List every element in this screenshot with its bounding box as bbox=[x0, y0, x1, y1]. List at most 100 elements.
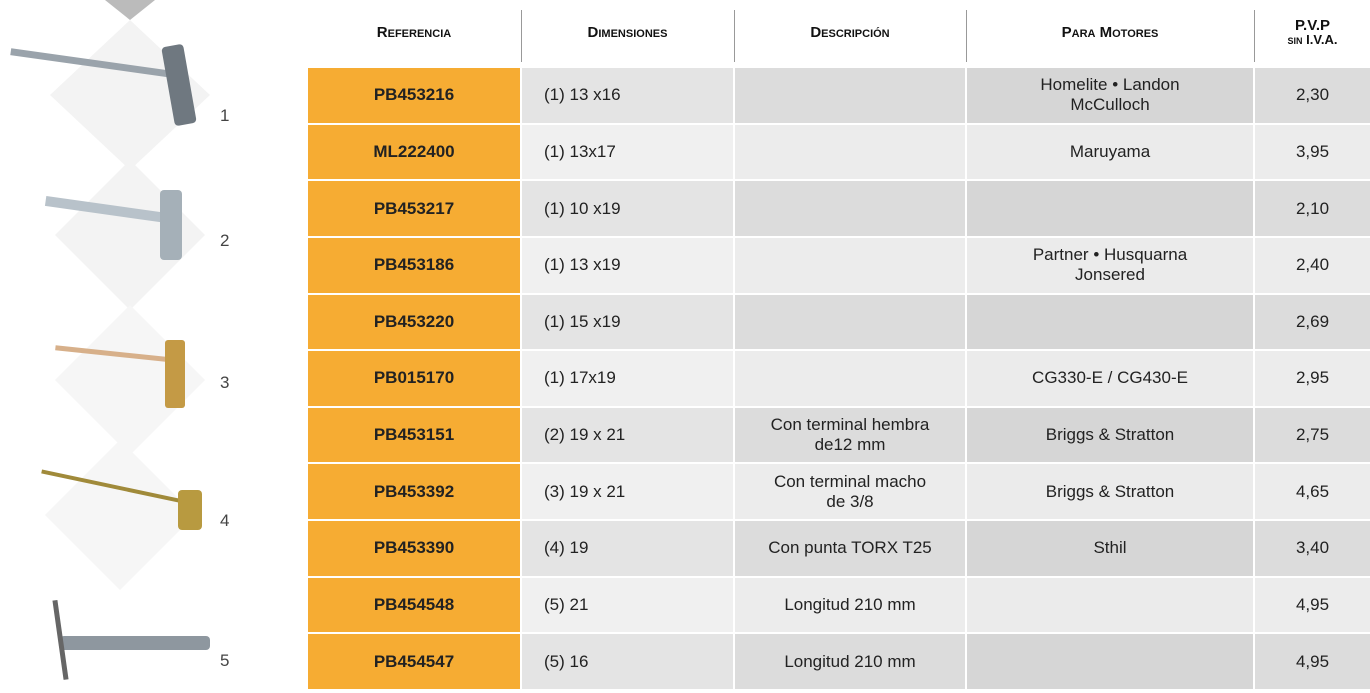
table-cell: 2,75 bbox=[1255, 407, 1370, 463]
price-text: 2,40 bbox=[1295, 255, 1330, 275]
table-cell: Briggs & Stratton bbox=[967, 464, 1253, 520]
price-text: 2,69 bbox=[1295, 311, 1330, 331]
column-separator bbox=[1254, 10, 1255, 62]
ref-text: PB454548 bbox=[373, 595, 455, 615]
table-cell bbox=[967, 634, 1253, 689]
desc-text: Longitud 210 mm bbox=[784, 651, 916, 671]
table-cell bbox=[967, 294, 1253, 350]
table-cell: (3) 19 x 21 bbox=[522, 464, 733, 520]
ref-text: PB453186 bbox=[373, 255, 455, 275]
table-cell: Con punta TORX T25 bbox=[735, 521, 965, 576]
tool-number-text: 3 bbox=[220, 373, 230, 392]
tool-number: 4 bbox=[220, 511, 229, 531]
column-separator bbox=[966, 10, 967, 62]
ref-text: PB453217 bbox=[373, 198, 455, 218]
tool-number: 2 bbox=[220, 231, 229, 251]
tool-number-text: 4 bbox=[220, 511, 230, 530]
table-cell: PB453216 bbox=[308, 68, 520, 123]
price-text: 2,10 bbox=[1295, 198, 1330, 218]
tool-number-text: 5 bbox=[220, 651, 230, 670]
table-cell: PB453390 bbox=[308, 521, 520, 576]
table-cell: Con terminal hembra de12 mm bbox=[735, 407, 965, 463]
header-text: Para Motores bbox=[1061, 24, 1159, 41]
ref-text: PB453390 bbox=[373, 538, 455, 558]
tool-3 bbox=[55, 305, 205, 455]
table-cell: Longitud 210 mm bbox=[735, 577, 965, 633]
table-cell: (1) 13x17 bbox=[522, 124, 733, 180]
dims-text: (1) 10 x19 bbox=[544, 198, 621, 218]
table-cell: (5) 16 bbox=[522, 634, 733, 689]
table-cell: (5) 21 bbox=[522, 577, 733, 633]
table-cell: Longitud 210 mm bbox=[735, 634, 965, 689]
price-text: 2,75 bbox=[1295, 425, 1330, 445]
table-cell: PB454548 bbox=[308, 577, 520, 633]
table-cell: 2,30 bbox=[1255, 68, 1370, 123]
tool-number-text: 2 bbox=[220, 231, 230, 250]
desc-text: de 3/8 bbox=[826, 491, 874, 511]
column-header: Referencia bbox=[308, 0, 520, 66]
ref-text: PB453392 bbox=[373, 481, 455, 501]
dims-text: (1) 17x19 bbox=[544, 368, 616, 388]
ref-text: PB453216 bbox=[373, 85, 455, 105]
table-cell: Partner • Husquarna Jonsered bbox=[967, 237, 1253, 293]
price-text: 4,95 bbox=[1295, 651, 1330, 671]
motors-text: Jonsered bbox=[1075, 265, 1145, 285]
price-text: 3,95 bbox=[1295, 141, 1330, 161]
price-text: 2,95 bbox=[1295, 368, 1330, 388]
table-cell: Sthil bbox=[967, 521, 1253, 576]
dims-text: (1) 13 x19 bbox=[544, 255, 621, 275]
table-cell: (2) 19 x 21 bbox=[522, 407, 733, 463]
table-cell: (1) 13 x19 bbox=[522, 237, 733, 293]
tool-number: 1 bbox=[220, 106, 229, 126]
dims-text: (1) 15 x19 bbox=[544, 311, 621, 331]
tool-4 bbox=[41, 440, 202, 590]
dims-text: (2) 19 x 21 bbox=[544, 425, 626, 445]
motors-text: Briggs & Stratton bbox=[1045, 425, 1175, 445]
table-cell: CG330-E / CG430-E bbox=[967, 351, 1253, 406]
table-cell: 4,65 bbox=[1255, 464, 1370, 520]
table-cell: 2,40 bbox=[1255, 237, 1370, 293]
table-cell bbox=[735, 294, 965, 350]
table-cell: (1) 13 x16 bbox=[522, 68, 733, 123]
motors-text: Briggs & Stratton bbox=[1045, 481, 1175, 501]
column-header: Dimensiones bbox=[522, 0, 733, 66]
motors-text: Homelite • Landon bbox=[1040, 75, 1180, 95]
column-separator bbox=[521, 10, 522, 62]
motors-text: Sthil bbox=[1093, 538, 1127, 558]
ref-text: PB453151 bbox=[373, 425, 455, 445]
table-cell: 4,95 bbox=[1255, 577, 1370, 633]
tool-number: 5 bbox=[220, 651, 229, 671]
dims-text: (1) 13 x16 bbox=[544, 85, 621, 105]
dims-text: (1) 13x17 bbox=[544, 141, 616, 161]
motors-text: Partner • Husquarna bbox=[1032, 245, 1188, 265]
table-cell bbox=[735, 68, 965, 123]
table-cell: Maruyama bbox=[967, 124, 1253, 180]
table-cell: PB015170 bbox=[308, 351, 520, 406]
tool-number-text: 1 bbox=[220, 106, 230, 125]
price-text: 2,30 bbox=[1295, 85, 1330, 105]
table-cell: 2,95 bbox=[1255, 351, 1370, 406]
table-cell bbox=[735, 237, 965, 293]
price-text: 3,40 bbox=[1295, 538, 1330, 558]
motors-text: CG330-E / CG430-E bbox=[1032, 368, 1188, 388]
desc-text: Con terminal macho bbox=[773, 471, 927, 491]
table-cell bbox=[967, 577, 1253, 633]
tool-1 bbox=[10, 20, 210, 170]
header-text: Descripción bbox=[810, 24, 890, 41]
table-cell: (1) 17x19 bbox=[522, 351, 733, 406]
motors-text: Maruyama bbox=[1069, 141, 1151, 161]
column-header: Para Motores bbox=[967, 0, 1253, 66]
table-cell: 3,95 bbox=[1255, 124, 1370, 180]
column-separator bbox=[734, 10, 735, 62]
column-header: P.V.P sin I.V.A. bbox=[1255, 0, 1370, 66]
price-text: 4,65 bbox=[1295, 481, 1330, 501]
table-cell: PB453392 bbox=[308, 464, 520, 520]
ref-text: ML222400 bbox=[373, 141, 455, 161]
table-cell: Homelite • Landon McCulloch bbox=[967, 68, 1253, 123]
marker-triangle bbox=[105, 0, 155, 20]
desc-text: Longitud 210 mm bbox=[784, 595, 916, 615]
table-cell: (4) 19 bbox=[522, 521, 733, 576]
table-cell: ML222400 bbox=[308, 124, 520, 180]
table-cell: Con terminal macho de 3/8 bbox=[735, 464, 965, 520]
